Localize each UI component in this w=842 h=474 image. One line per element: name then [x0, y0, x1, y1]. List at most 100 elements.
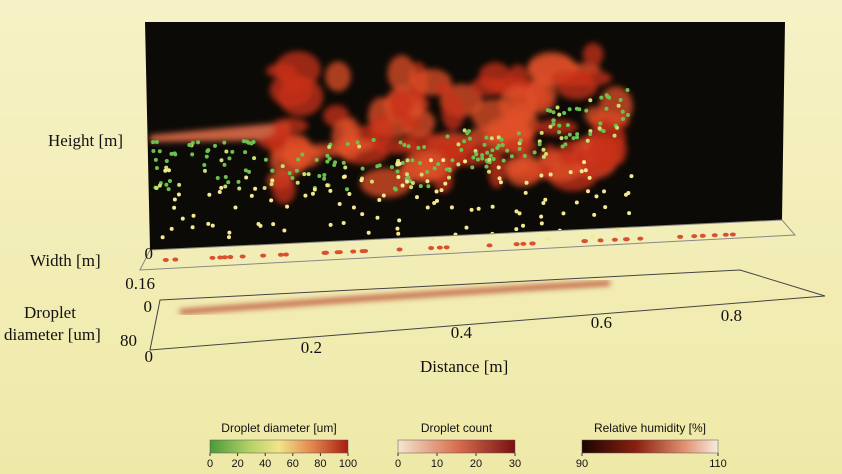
plume-blob — [387, 55, 416, 92]
droplet — [417, 160, 422, 165]
droplet — [406, 144, 411, 149]
droplet — [496, 165, 501, 170]
droplet — [537, 142, 542, 147]
droplet — [567, 107, 572, 112]
droplet — [303, 193, 308, 198]
droplet — [509, 154, 514, 159]
droplet — [514, 227, 519, 232]
droplet — [205, 149, 210, 154]
droplet — [562, 110, 567, 115]
droplet — [422, 145, 427, 150]
droplet — [164, 182, 169, 187]
droplet — [314, 157, 319, 162]
droplet — [464, 225, 469, 230]
droplet — [487, 157, 492, 162]
plume-blob — [534, 119, 578, 135]
droplet — [543, 197, 548, 202]
plume-blob — [500, 138, 538, 154]
droplet — [222, 162, 227, 167]
droplet — [425, 170, 430, 175]
droplet — [177, 182, 182, 187]
floor-droplet — [350, 249, 357, 254]
droplet — [574, 200, 579, 205]
floor-droplet — [227, 255, 234, 260]
droplet — [263, 157, 268, 162]
droplet — [496, 135, 501, 140]
plume-blob — [588, 121, 626, 157]
droplet — [163, 168, 168, 173]
droplet — [532, 150, 537, 155]
droplet — [518, 138, 523, 143]
droplet — [559, 136, 564, 141]
droplet — [404, 172, 409, 177]
droplet — [434, 189, 439, 194]
droplet — [381, 193, 386, 198]
droplet — [369, 179, 374, 184]
droplet — [567, 132, 572, 137]
droplet — [188, 142, 193, 147]
distance-tick-label: 0 — [145, 347, 154, 366]
droplet — [249, 193, 254, 198]
droplet — [517, 211, 522, 216]
droplet — [300, 152, 305, 157]
droplet — [501, 158, 506, 163]
plume-blob — [525, 76, 557, 114]
droplet — [588, 98, 593, 103]
plume-blob — [272, 174, 296, 205]
colorbar-tick-label: 80 — [314, 458, 326, 470]
droplet — [167, 179, 172, 184]
droplet — [489, 136, 494, 141]
diameter-tick-label: 0 — [144, 297, 153, 316]
floor-droplet — [597, 238, 604, 243]
droplet — [190, 152, 195, 157]
floor-droplet — [209, 255, 216, 260]
floor-droplet — [611, 237, 618, 242]
droplet — [151, 140, 156, 145]
droplet — [294, 168, 299, 173]
plume-blob — [269, 73, 313, 107]
droplet — [271, 222, 276, 227]
droplet — [196, 140, 201, 145]
droplet — [287, 171, 292, 176]
droplet — [237, 186, 242, 191]
droplet — [180, 216, 185, 221]
droplet — [154, 165, 159, 170]
diameter-plane — [149, 269, 826, 351]
droplet — [375, 215, 380, 220]
droplet — [215, 176, 220, 181]
droplet — [456, 162, 461, 167]
droplet — [404, 179, 409, 184]
plume-blob — [557, 140, 586, 166]
droplet — [327, 145, 332, 150]
droplet — [426, 184, 431, 189]
droplet — [355, 140, 360, 145]
droplet — [429, 158, 434, 163]
droplet — [233, 205, 238, 210]
droplet — [396, 174, 401, 179]
droplet — [151, 148, 156, 153]
droplet — [447, 175, 452, 180]
droplet — [521, 223, 526, 228]
droplet — [586, 189, 591, 194]
droplet — [473, 149, 478, 154]
droplet — [541, 154, 546, 159]
droplet — [345, 187, 350, 192]
droplet — [432, 201, 437, 206]
droplet — [615, 125, 620, 130]
droplet — [219, 158, 224, 163]
droplet — [604, 106, 609, 111]
droplet — [243, 150, 248, 155]
droplet — [223, 174, 228, 179]
droplet — [154, 140, 159, 145]
floor-droplet — [322, 250, 329, 255]
droplet — [410, 158, 415, 163]
droplet — [436, 162, 441, 167]
floor-droplet — [221, 255, 228, 260]
droplet — [598, 121, 603, 126]
droplet — [594, 194, 599, 199]
droplet — [568, 170, 573, 175]
droplet — [246, 140, 251, 145]
droplet — [563, 142, 568, 147]
droplet — [561, 211, 566, 216]
floor-droplet — [637, 236, 644, 241]
